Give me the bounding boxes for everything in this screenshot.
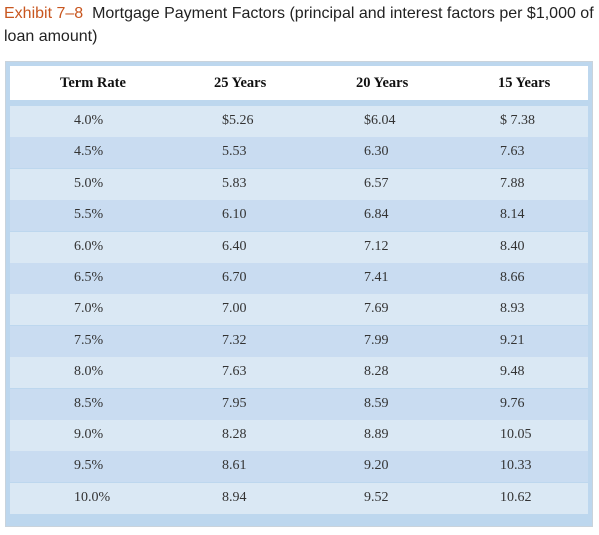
cell-25-years: 8.94	[222, 489, 247, 505]
cell-25-years: 7.95	[222, 395, 247, 411]
cell-25-years: 8.61	[222, 458, 247, 474]
cell-term-rate: 5.5%	[74, 207, 104, 223]
cell-20-years: $6.04	[364, 113, 396, 128]
cell-15-years: 10.33	[500, 458, 532, 474]
cell-25-years: 6.70	[222, 270, 247, 285]
table-row: 10.0% 8.94 9.52 10.62	[10, 482, 588, 514]
header-25-years: 25 Years	[214, 75, 267, 91]
cell-term-rate: 7.0%	[74, 301, 104, 317]
table-row: 4.0% $5.26 $6.04 $ 7.38	[10, 106, 588, 137]
table-header-row: Term Rate 25 Years 20 Years 15 Years	[10, 66, 588, 100]
cell-15-years: 10.62	[500, 489, 532, 505]
mortgage-factor-table: Term Rate 25 Years 20 Years 15 Years 4.0…	[5, 61, 593, 527]
cell-term-rate: 4.5%	[74, 144, 104, 160]
cell-15-years: 7.63	[500, 144, 525, 160]
cell-term-rate: 7.5%	[74, 332, 104, 348]
cell-15-years: 9.21	[500, 332, 525, 348]
cell-20-years: 9.20	[364, 458, 389, 474]
cell-term-rate: 8.0%	[74, 364, 104, 380]
cell-25-years: 5.83	[222, 175, 247, 191]
cell-25-years: $5.26	[222, 113, 254, 128]
header-20-years: 20 Years	[356, 75, 409, 91]
cell-term-rate: 6.0%	[74, 238, 104, 254]
exhibit-caption: Exhibit 7–8 Mortgage Payment Factors (pr…	[4, 2, 594, 48]
cell-15-years: 7.88	[500, 175, 525, 191]
table-row: 8.0% 7.63 8.28 9.48	[10, 357, 588, 389]
table-row: 5.0% 5.83 6.57 7.88	[10, 168, 588, 200]
cell-25-years: 6.40	[222, 238, 247, 254]
cell-term-rate: 8.5%	[74, 395, 104, 411]
cell-term-rate: 9.5%	[74, 458, 104, 474]
cell-25-years: 7.00	[222, 301, 247, 317]
cell-15-years: 8.93	[500, 301, 525, 317]
cell-15-years: 8.40	[500, 238, 525, 254]
table-row: 7.5% 7.32 7.99 9.21	[10, 325, 588, 357]
table-row: 4.5% 5.53 6.30 7.63	[10, 137, 588, 169]
table-row: 9.0% 8.28 8.89 10.05	[10, 420, 588, 451]
cell-25-years: 6.10	[222, 207, 247, 223]
header-15-years: 15 Years	[498, 75, 551, 91]
table-row: 8.5% 7.95 8.59 9.76	[10, 388, 588, 420]
exhibit-number: Exhibit 7–8	[4, 5, 84, 22]
cell-20-years: 7.41	[364, 270, 389, 285]
cell-25-years: 8.28	[222, 427, 247, 442]
cell-20-years: 7.12	[364, 238, 389, 254]
cell-15-years: 9.48	[500, 364, 525, 380]
exhibit-title: Mortgage Payment Factors (principal and …	[4, 5, 594, 45]
cell-20-years: 6.84	[364, 207, 389, 223]
cell-15-years: $ 7.38	[500, 113, 535, 128]
cell-term-rate: 6.5%	[74, 270, 104, 285]
cell-15-years: 8.14	[500, 207, 525, 223]
cell-term-rate: 4.0%	[74, 113, 104, 128]
cell-20-years: 8.89	[364, 427, 389, 442]
cell-20-years: 6.30	[364, 144, 389, 160]
cell-15-years: 9.76	[500, 395, 525, 411]
header-term-rate: Term Rate	[60, 75, 126, 91]
cell-25-years: 5.53	[222, 144, 247, 160]
table-row: 5.5% 6.10 6.84 8.14	[10, 200, 588, 232]
table-row: 9.5% 8.61 9.20 10.33	[10, 451, 588, 483]
cell-20-years: 8.59	[364, 395, 389, 411]
cell-20-years: 9.52	[364, 489, 389, 505]
cell-25-years: 7.32	[222, 332, 247, 348]
table-row: 7.0% 7.00 7.69 8.93	[10, 294, 588, 326]
cell-15-years: 8.66	[500, 270, 525, 285]
table-row: 6.0% 6.40 7.12 8.40	[10, 231, 588, 263]
cell-20-years: 8.28	[364, 364, 389, 380]
cell-term-rate: 10.0%	[74, 489, 111, 505]
cell-term-rate: 9.0%	[74, 427, 104, 442]
cell-term-rate: 5.0%	[74, 175, 104, 191]
table-row: 6.5% 6.70 7.41 8.66	[10, 263, 588, 294]
cell-20-years: 7.99	[364, 332, 389, 348]
cell-25-years: 7.63	[222, 364, 247, 380]
cell-20-years: 6.57	[364, 175, 389, 191]
cell-15-years: 10.05	[500, 427, 532, 442]
cell-20-years: 7.69	[364, 301, 389, 317]
